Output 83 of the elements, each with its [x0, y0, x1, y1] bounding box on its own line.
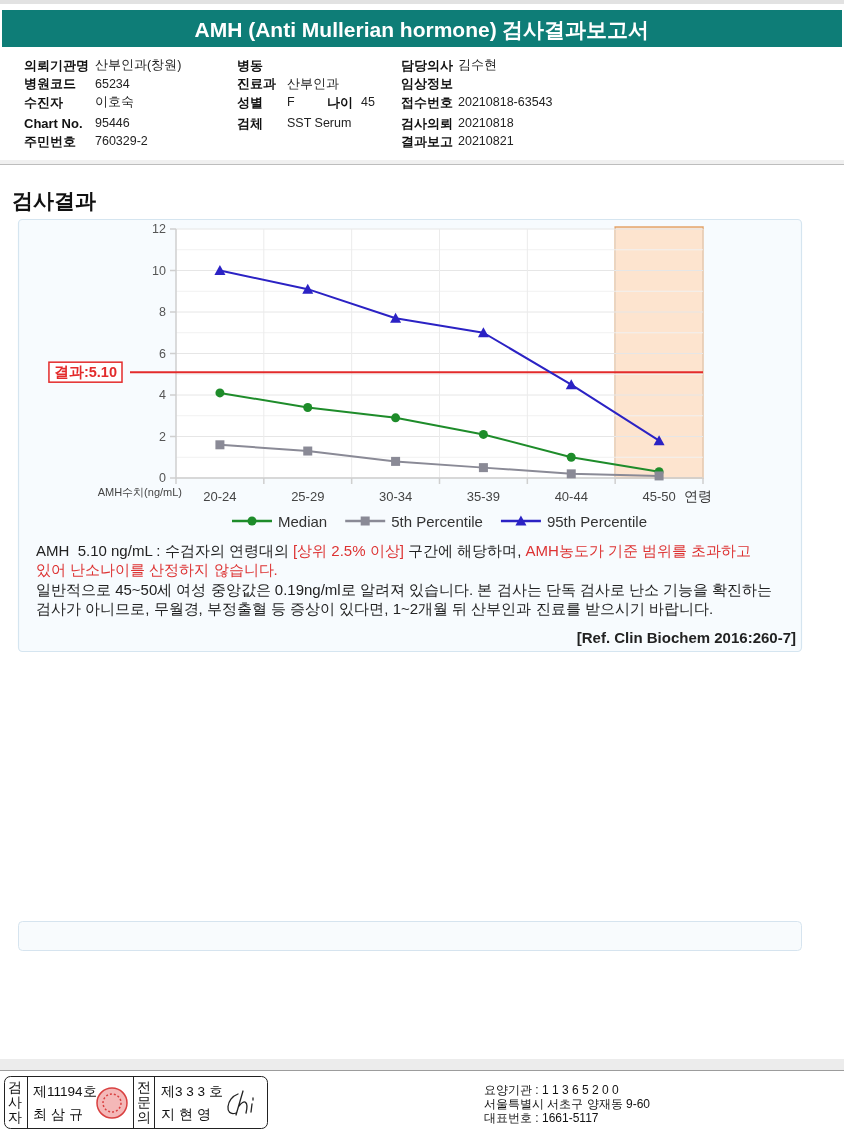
legend-label: 95th Percentile [546, 512, 648, 530]
point [215, 440, 225, 450]
text: 검사의뢰 [401, 115, 453, 131]
text: AMH농도가 기준 범위를 초과하고 [525, 541, 752, 559]
point [653, 435, 665, 446]
point [566, 452, 576, 462]
point [654, 471, 664, 481]
point [302, 283, 314, 294]
text: 김수현 [458, 58, 497, 72]
text: 65234 [95, 76, 130, 91]
point [303, 402, 313, 412]
y-tick-label: 6 [159, 346, 167, 361]
y-tick-label: 0 [159, 471, 167, 485]
text: Chart No. [24, 115, 83, 131]
text: SST Serum [287, 116, 352, 130]
text: 병동 [237, 57, 263, 73]
text: 결과보고 [401, 133, 453, 149]
text: 요양기관 : 1 1 3 6 5 2 0 0 [484, 1083, 620, 1097]
text: AMH (Anti Mullerian hormone) 검사결과보고서 [194, 17, 650, 41]
point [477, 327, 489, 338]
point [214, 265, 226, 275]
point [391, 413, 401, 423]
point [566, 469, 576, 479]
text: 검체 [237, 115, 263, 131]
text: 진료과 [237, 76, 276, 91]
text: 검사자 [8, 1079, 22, 1125]
text: 대표번호 : 1661-5117 [484, 1111, 599, 1125]
text: 760329-2 [95, 134, 148, 148]
x-tick-label: 45-50 [642, 488, 676, 504]
x-tick-label: 40-44 [554, 488, 588, 504]
text: 나이 [327, 94, 353, 110]
text: 성별 [237, 94, 263, 110]
text: F [287, 95, 295, 109]
text: 최 삼 규 [33, 1106, 83, 1122]
text: 있어 난소나이를 산정하지 않습니다. [36, 561, 278, 579]
x-tick-label: 20-24 [203, 488, 237, 504]
text: 전문의 [137, 1079, 151, 1125]
text: AMH 5.10 ng/mL : 수검자의 연령대의 [36, 541, 289, 559]
x-axis-title: 연령 [684, 488, 713, 504]
text: [Ref. Clin Biochem 2016:260-7] [576, 629, 796, 647]
text: [상위 2.5% 이상] [293, 541, 404, 559]
x-tick-label: 25-29 [291, 488, 325, 504]
y-tick-label: 2 [159, 429, 167, 444]
text: 접수번호 [401, 94, 453, 110]
text: 병원코드 [24, 76, 76, 91]
y-tick-label: 10 [152, 263, 167, 278]
point [478, 463, 488, 473]
text: 서울특별시 서초구 양재동 9-60 [484, 1097, 651, 1111]
point [391, 456, 401, 466]
point [390, 312, 402, 323]
text: 45 [361, 95, 375, 109]
point [303, 446, 313, 456]
x-tick-label: 30-34 [378, 488, 413, 504]
point [565, 379, 577, 390]
text: 주민번호 [24, 133, 76, 149]
text: 지 현 영 [161, 1106, 211, 1122]
y-tick-label: 4 [159, 388, 167, 402]
text: 20210821 [458, 134, 514, 148]
text: 산부인과(창원) [95, 58, 182, 72]
y-tick-label: 8 [159, 305, 167, 319]
x-tick-label: 35-39 [466, 488, 501, 504]
text: 구간에 해당하며, [408, 541, 522, 559]
point [215, 388, 225, 398]
text: 검사가 아니므로, 무월경, 부정출혈 등 증상이 있다면, 1~2개월 뒤 산부인과 진료를 받으시기 바랍니다. [36, 600, 714, 618]
y-axis-title: AMH수치(ng/mL) [97, 486, 182, 498]
text: 20210818 [458, 116, 514, 130]
text: 수진자 [24, 94, 63, 110]
chart-title: 검사결과 [12, 188, 96, 212]
text: 95446 [95, 116, 130, 130]
legend-label: Median [277, 512, 328, 530]
text: 의뢰기관명 [24, 57, 89, 73]
y-tick-label: 12 [152, 222, 167, 236]
text: 임상정보 [401, 76, 453, 91]
point [478, 429, 488, 439]
text: 제3 3 3 호 [161, 1083, 223, 1099]
text: 담당의사 [401, 57, 453, 73]
text: 일반적으로 45~50세 여성 중앙값은 0.19ng/ml로 알려져 있습니다. 본 검사는 단독 검사로 난소 기능을 확진하는 [36, 580, 773, 598]
ref-line-label: 결과:5.10 [53, 364, 117, 381]
legend-label: 5th Percentile [391, 512, 483, 530]
text: 이호숙 [95, 95, 134, 109]
text: 제11194호 [33, 1083, 97, 1099]
text: 산부인과 [287, 76, 339, 91]
text: 20210818-63543 [458, 95, 553, 109]
